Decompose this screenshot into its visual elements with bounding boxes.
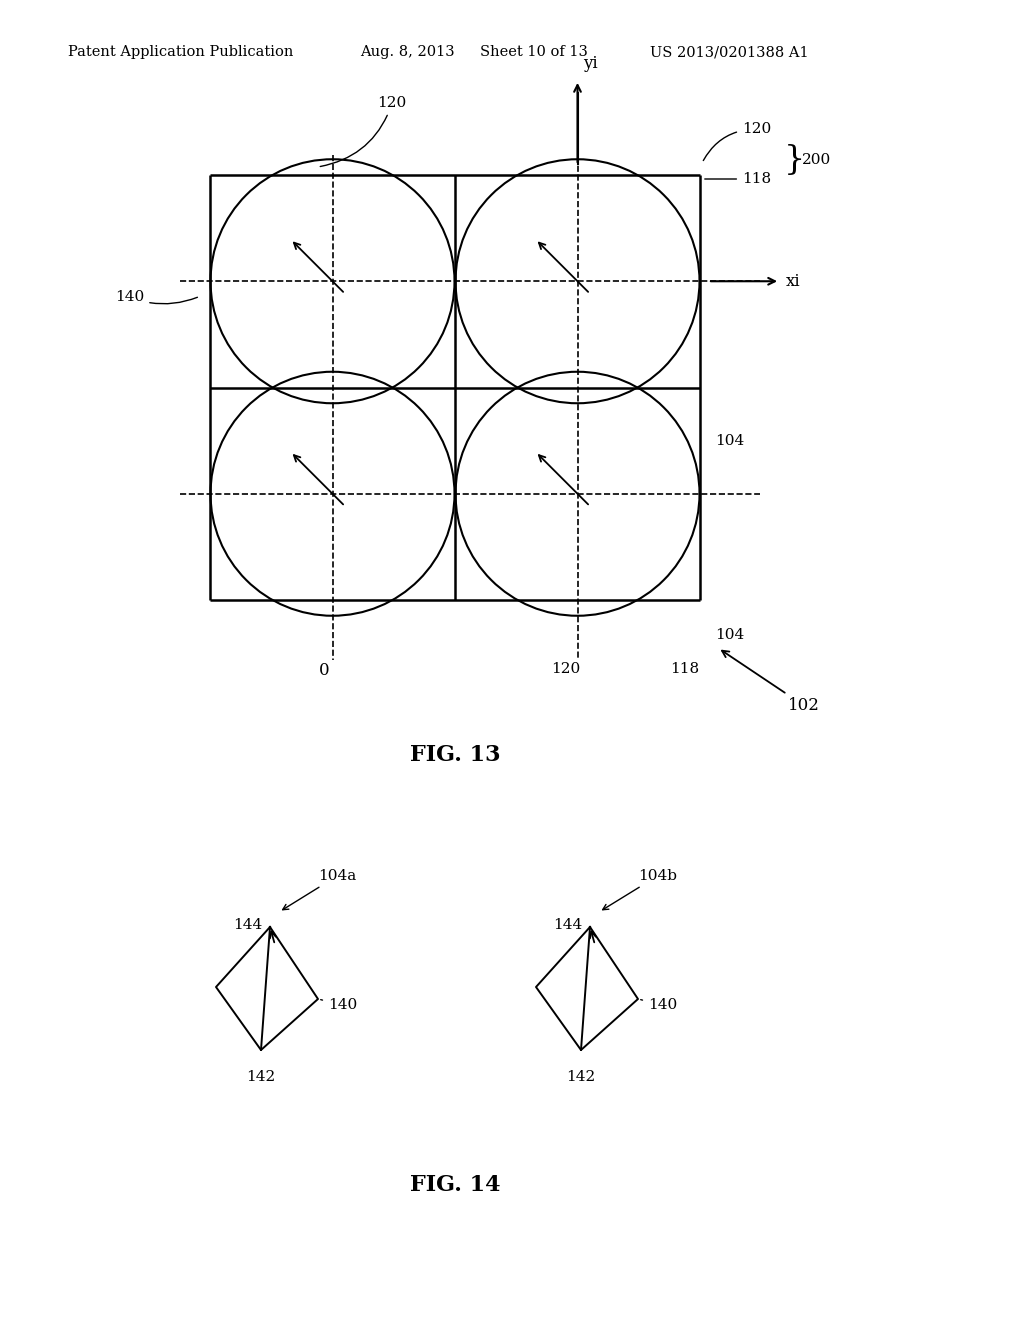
Text: 104: 104 — [715, 434, 744, 447]
Text: xi: xi — [786, 273, 801, 290]
Text: FIG. 13: FIG. 13 — [410, 744, 501, 766]
Text: 104a: 104a — [283, 869, 356, 909]
Text: 118: 118 — [705, 172, 771, 186]
Text: Patent Application Publication: Patent Application Publication — [68, 45, 293, 59]
Text: Sheet 10 of 13: Sheet 10 of 13 — [480, 45, 588, 59]
Text: 200: 200 — [802, 153, 831, 168]
Text: US 2013/0201388 A1: US 2013/0201388 A1 — [650, 45, 809, 59]
Text: 144: 144 — [232, 917, 262, 932]
Text: 102: 102 — [722, 651, 820, 714]
Text: 104b: 104b — [603, 869, 677, 909]
Text: }: } — [784, 144, 805, 176]
Text: 120: 120 — [551, 663, 581, 676]
Text: 142: 142 — [566, 1071, 596, 1084]
Text: 140: 140 — [321, 998, 357, 1012]
Text: FIG. 14: FIG. 14 — [410, 1173, 501, 1196]
Text: 144: 144 — [553, 917, 582, 932]
Text: 140: 140 — [641, 998, 677, 1012]
Text: 140: 140 — [115, 290, 198, 304]
Text: yi: yi — [584, 55, 598, 73]
Text: 104: 104 — [715, 628, 744, 642]
Text: 142: 142 — [247, 1071, 275, 1084]
Text: 120: 120 — [703, 121, 771, 161]
Text: 118: 118 — [670, 663, 699, 676]
Text: 120: 120 — [321, 96, 407, 166]
Text: Aug. 8, 2013: Aug. 8, 2013 — [360, 45, 455, 59]
Text: 0: 0 — [319, 663, 330, 678]
